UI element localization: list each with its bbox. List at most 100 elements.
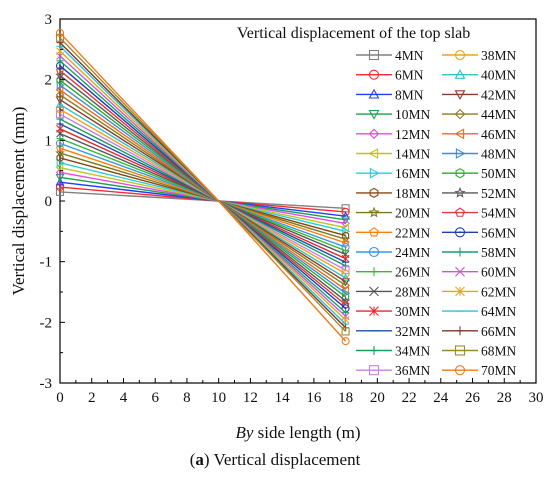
data-point-70MN-2 — [341, 337, 350, 346]
legend-marker-4MN-shape — [368, 49, 380, 61]
legend-item-52MN: 52MN — [442, 186, 517, 201]
y-tick-label: -3 — [40, 376, 53, 392]
data-point-40MN-0 — [55, 99, 65, 108]
legend-marker-66MN — [455, 326, 465, 336]
data-point-68MN-0-shape — [55, 33, 65, 42]
x-tick-label: 26 — [465, 390, 481, 406]
data-point-12MN-2-shape — [341, 219, 350, 228]
legend-marker-52MN-shape — [454, 186, 466, 198]
data-point-14MN-0-shape — [55, 163, 64, 173]
data-point-70MN-2-shape — [341, 337, 350, 346]
legend-label: 28MN — [395, 284, 431, 299]
y-axis-title: Vertical displacement (mm) — [9, 107, 28, 296]
legend-marker-8MN — [368, 88, 380, 99]
legend-marker-56MN — [454, 227, 466, 238]
data-point-6MN-2 — [341, 207, 350, 216]
legend-label: 66MN — [481, 324, 517, 339]
data-point-48MN-2 — [342, 288, 351, 298]
data-point-18MN-0-shape — [56, 153, 64, 163]
x-tick-label: 16 — [306, 390, 322, 406]
legend-marker-42MN-shape — [454, 90, 466, 101]
x-tick-label: 12 — [243, 390, 258, 406]
y-tick-label: -1 — [40, 255, 53, 271]
legend-item-68MN: 68MN — [442, 344, 517, 359]
legend-marker-36MN-shape — [368, 365, 380, 376]
legend-item-6MN: 6MN — [356, 68, 424, 83]
data-point-22MN-0-shape — [56, 144, 64, 152]
data-point-56MN-2-dot — [344, 307, 347, 310]
data-point-8MN-0-shape — [55, 177, 65, 186]
legend-item-10MN: 10MN — [356, 107, 431, 122]
data-point-38MN-0 — [55, 105, 65, 114]
legend-label: 70MN — [481, 363, 517, 378]
legend-marker-18MN-shape — [369, 187, 379, 199]
legend-item-20MN: 20MN — [356, 206, 431, 221]
legend-item-70MN: 70MN — [442, 363, 517, 378]
legend-marker-42MN — [454, 90, 466, 101]
y-tick-label: -2 — [40, 315, 53, 331]
x-tick-label: 18 — [338, 390, 353, 406]
legend-item-34MN: 34MN — [356, 344, 431, 359]
legend-marker-22MN — [369, 227, 379, 237]
data-point-66MN-0 — [56, 39, 64, 47]
legend-marker-60MN-d2 — [455, 266, 465, 277]
x-tick-label: 0 — [56, 390, 64, 406]
x-tick-label: 10 — [211, 390, 226, 406]
data-point-46MN-0-shape — [55, 85, 64, 95]
legend-label: 62MN — [481, 284, 517, 299]
x-tick-label: 14 — [275, 390, 291, 406]
legend-marker-70MN-shape — [454, 365, 466, 376]
caption-text: Vertical displacement — [209, 450, 361, 469]
legend-label: 58MN — [481, 245, 517, 260]
legend-marker-56MN-dot — [459, 231, 461, 234]
legend-marker-18MN — [369, 187, 379, 199]
legend-marker-28MN-d2 — [369, 286, 379, 297]
legend-label: 68MN — [481, 344, 517, 359]
data-point-52MN-2-shape — [340, 296, 351, 306]
x-axis-title-rest: side length (m) — [253, 423, 360, 442]
legend-marker-16MN — [369, 167, 380, 179]
caption-label: a — [195, 450, 204, 469]
legend-marker-12MN — [368, 128, 380, 140]
legend-marker-20MN — [368, 206, 380, 218]
legend-marker-44MN — [454, 108, 466, 120]
data-point-10MN-2 — [341, 216, 351, 225]
data-point-46MN-0 — [55, 85, 64, 95]
data-point-52MN-0 — [55, 70, 65, 80]
data-point-42MN-0 — [55, 96, 65, 105]
legend-item-44MN: 44MN — [442, 107, 517, 122]
data-point-58MN-0 — [56, 57, 64, 65]
legend-marker-28MN — [369, 286, 379, 297]
data-point-54MN-0-shape — [56, 66, 64, 74]
legend-marker-4MN — [368, 49, 380, 61]
legend-marker-6MN — [368, 69, 380, 80]
data-point-20MN-0-shape — [55, 148, 65, 158]
data-point-16MN-2 — [342, 226, 351, 236]
legend-item-22MN: 22MN — [356, 225, 431, 240]
legend-marker-26MN — [369, 267, 379, 277]
x-axis-title: By side length (m) — [235, 423, 360, 442]
legend-marker-14MN-shape — [368, 148, 379, 159]
data-point-20MN-2-shape — [340, 234, 351, 244]
legend-label: 56MN — [481, 225, 517, 240]
data-point-6MN-0-shape — [55, 182, 65, 192]
legend-item-4MN: 4MN — [356, 48, 424, 63]
legend-label: 50MN — [481, 166, 517, 181]
legend-marker-56MN-shape — [454, 227, 466, 238]
data-point-6MN-2-shape — [341, 207, 350, 216]
legend-item-38MN: 38MN — [442, 48, 517, 63]
legend-item-26MN: 26MN — [356, 265, 431, 280]
y-tick-label: 2 — [45, 73, 53, 89]
x-tick-label: 6 — [151, 390, 159, 406]
legend-label: 6MN — [395, 68, 424, 83]
legend-marker-46MN — [454, 128, 465, 140]
data-point-42MN-2 — [341, 278, 351, 287]
legend-marker-12MN-shape — [368, 128, 380, 140]
data-point-8MN-2-shape — [341, 211, 351, 220]
x-tick-label: 22 — [402, 390, 417, 406]
legend-marker-22MN-shape — [369, 227, 379, 237]
x-tick-label: 20 — [370, 390, 385, 406]
data-point-14MN-0 — [55, 163, 64, 173]
legend-marker-6MN-shape — [368, 69, 380, 80]
legend-item-30MN: 30MN — [356, 304, 431, 319]
